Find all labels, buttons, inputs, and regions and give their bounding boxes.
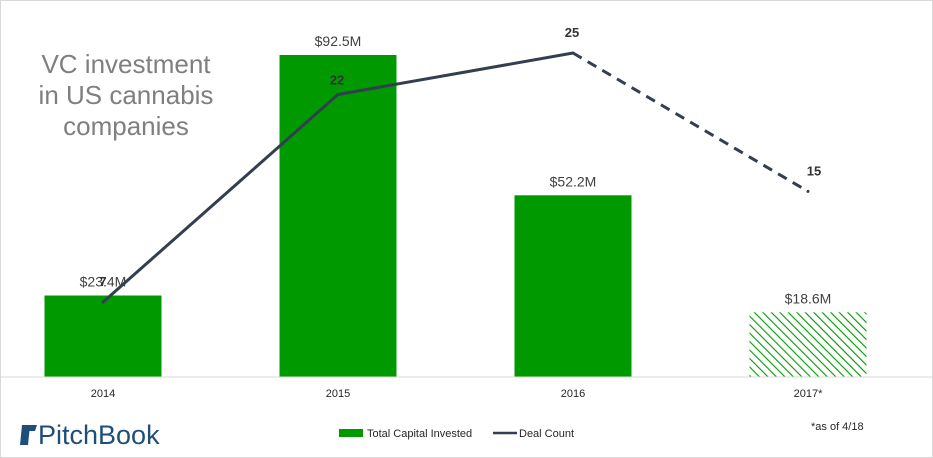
pitchbook-logo-text: PitchBook — [38, 420, 160, 450]
x-tick-2014: 2014 — [91, 388, 115, 400]
chart-title-line-3: companies — [63, 111, 189, 141]
bar-2014 — [44, 295, 162, 377]
chart-title-line-2: in US cannabis — [39, 80, 214, 110]
legend-label-capital: Total Capital Invested — [367, 428, 472, 440]
x-tick-2015: 2015 — [326, 388, 350, 400]
deal-count-label-2015: 22 — [330, 73, 344, 88]
bar-series — [44, 55, 867, 377]
line-series — [101, 51, 810, 304]
deal-count-label-2016: 25 — [565, 25, 579, 40]
pitchbook-logo-mark — [20, 425, 37, 445]
bar-2016 — [514, 195, 632, 377]
legend-label-deals: Deal Count — [519, 428, 574, 440]
x-tick-2017: 2017* — [794, 388, 823, 400]
line-point-2016 — [571, 51, 575, 55]
bar-2015 — [279, 55, 397, 377]
chart-title: VC investment in US cannabis companies — [39, 49, 214, 141]
bar-label-2014: $23.4M — [80, 274, 127, 290]
line-point-2017 — [806, 189, 810, 193]
bar-label-2017: $18.6M — [785, 290, 832, 306]
legend: Total Capital Invested Deal Count — [339, 428, 574, 440]
bar-2017 — [749, 312, 867, 377]
legend-swatch-capital — [339, 429, 363, 437]
deal-count-label-2017: 15 — [807, 163, 821, 178]
pitchbook-logo: PitchBook — [20, 420, 160, 450]
bar-label-2015: $92.5M — [315, 33, 362, 49]
bar-value-labels: $23.4M $92.5M $52.2M $18.6M — [80, 33, 832, 306]
bar-label-2016: $52.2M — [550, 173, 597, 189]
line-segment-1 — [102, 93, 339, 304]
line-point-2014 — [101, 300, 105, 304]
line-segment-2 — [337, 51, 574, 96]
chart-title-line-1: VC investment — [41, 49, 211, 79]
line-value-labels: 7 22 25 15 — [99, 25, 821, 289]
x-axis-tick-labels: 2014 2015 2016 2017* — [91, 388, 823, 400]
footnote: *as of 4/18 — [811, 421, 864, 433]
x-tick-2016: 2016 — [561, 388, 585, 400]
line-point-2015 — [336, 93, 340, 96]
deal-count-label-2014: 7 — [99, 274, 106, 289]
line-segment-3 — [572, 51, 809, 193]
